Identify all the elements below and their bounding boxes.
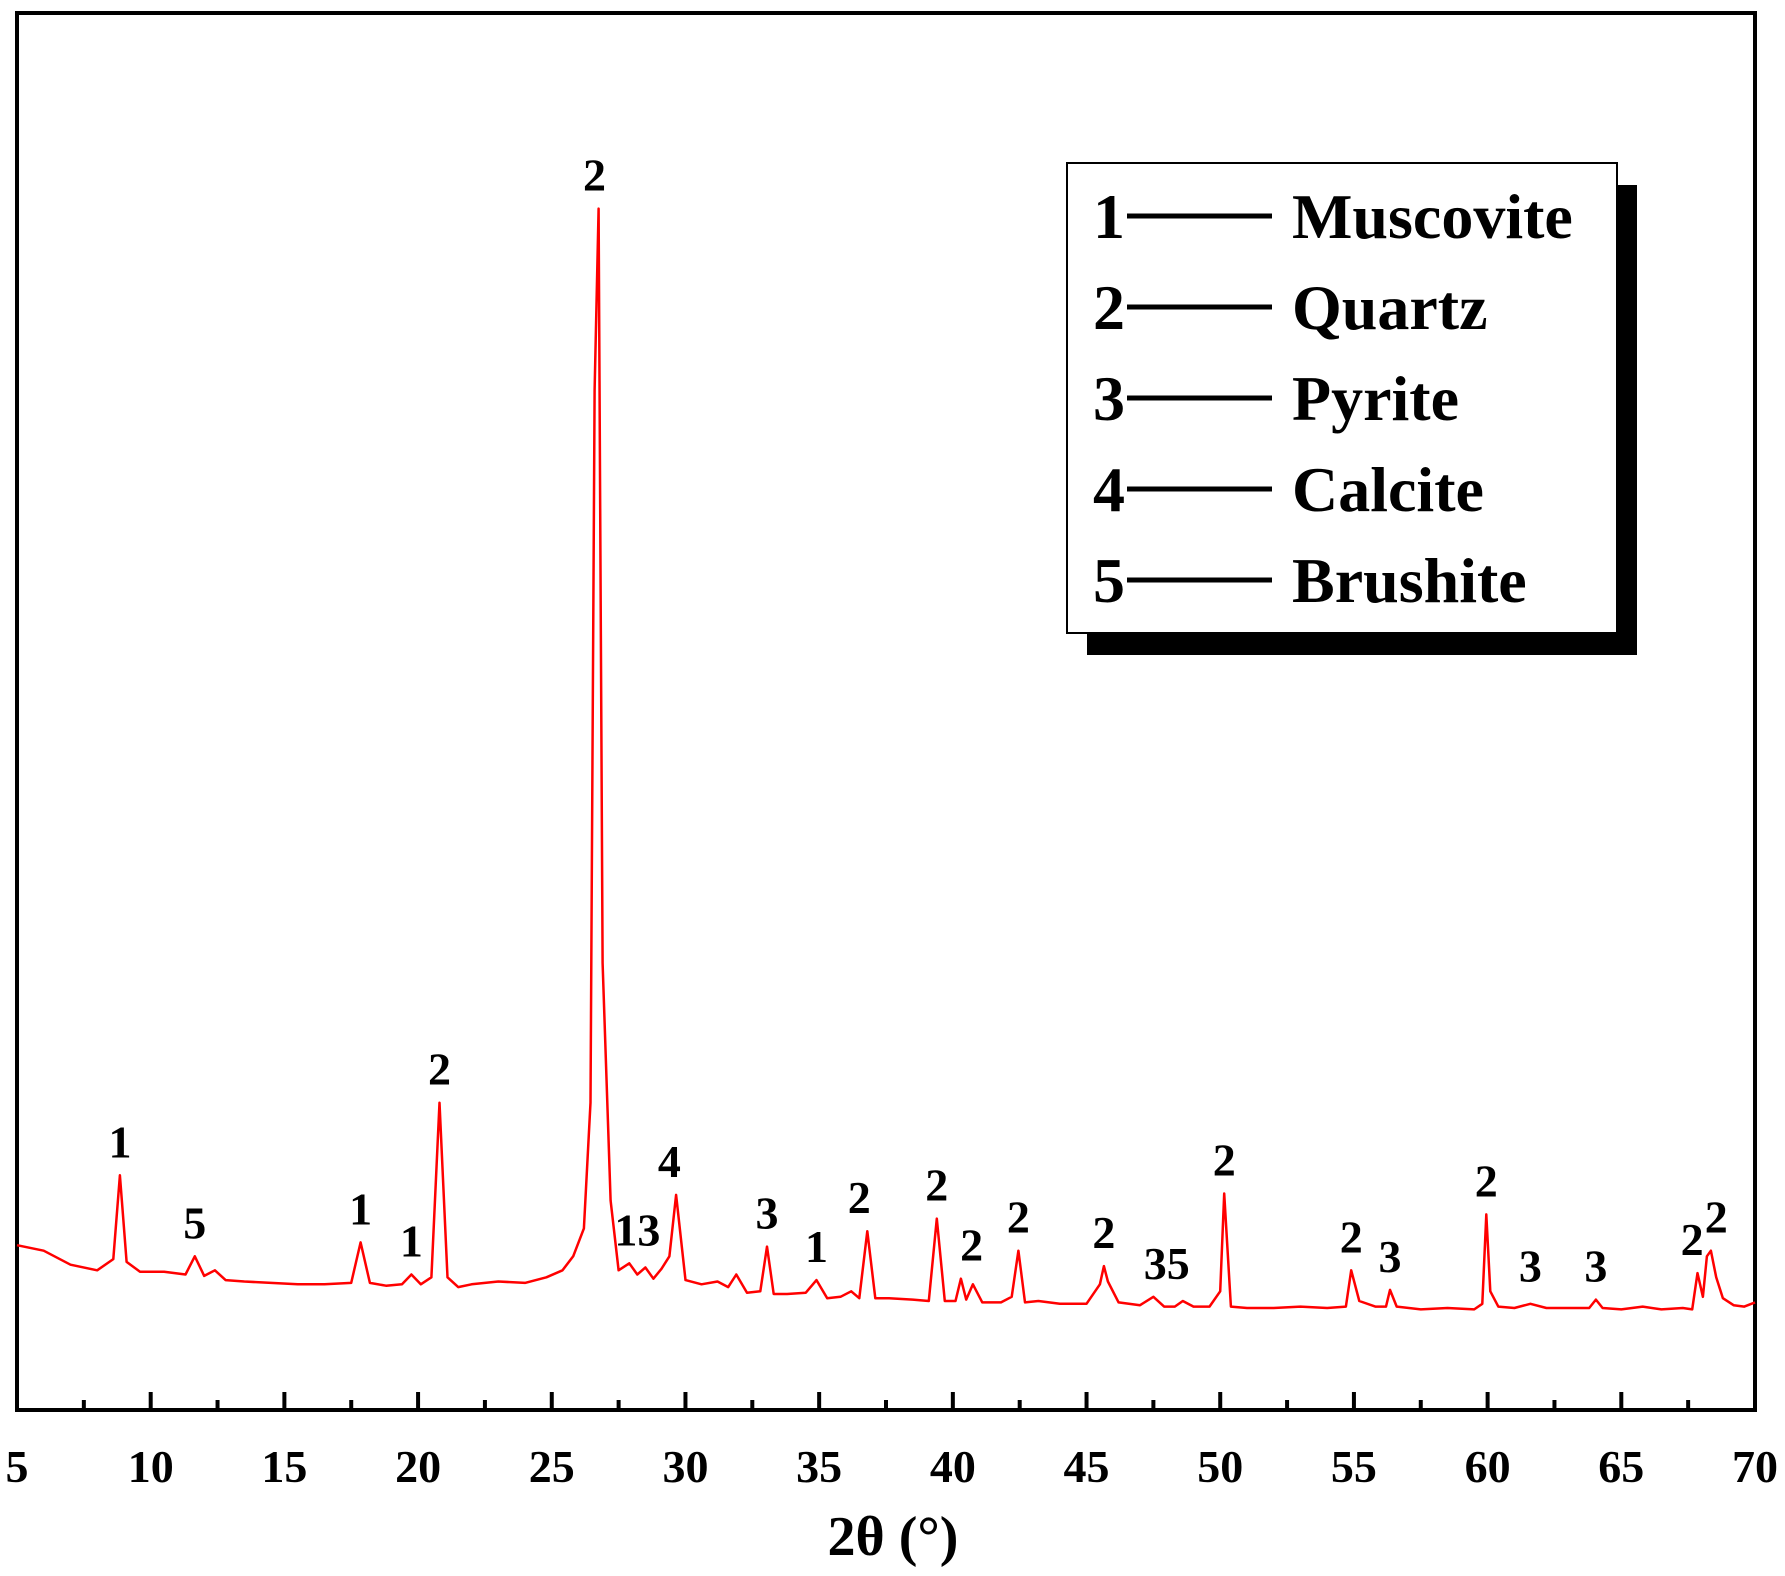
x-axis-title: 2θ (°)	[828, 1506, 959, 1568]
legend-name: Calcite	[1292, 454, 1484, 525]
legend-number: 2	[1093, 272, 1125, 343]
x-tick-label: 5	[6, 1441, 29, 1492]
peak-label: 1	[349, 1183, 372, 1234]
peak-label: 2	[1092, 1207, 1115, 1258]
legend-number: 1	[1093, 181, 1125, 252]
x-tick-label: 45	[1064, 1441, 1110, 1492]
peak-label: 2	[1475, 1155, 1498, 1206]
x-axis-tick-labels: 5 10 15 20 25 30 35 40 45 50 55 60 65 70	[6, 1441, 1779, 1492]
legend-number: 5	[1093, 545, 1125, 616]
peak-label: 3	[1584, 1241, 1607, 1292]
peak-label: 3	[1519, 1241, 1542, 1292]
peak-label: 35	[1144, 1238, 1190, 1289]
legend-name: Pyrite	[1292, 363, 1459, 434]
x-tick-label: 10	[128, 1441, 174, 1492]
peak-label: 2	[925, 1160, 948, 1211]
peak-label: 2	[1681, 1214, 1704, 1265]
x-tick-label: 60	[1465, 1441, 1511, 1492]
x-tick-label: 70	[1732, 1441, 1778, 1492]
peak-label: 2	[428, 1044, 451, 1095]
peak-label: 2	[960, 1220, 983, 1271]
peak-label: 1	[805, 1221, 828, 1272]
peak-label: 1	[108, 1116, 131, 1167]
peak-label: 2	[1213, 1134, 1236, 1185]
peak-label: 2	[848, 1172, 871, 1223]
x-tick-label: 40	[930, 1441, 976, 1492]
x-tick-label: 15	[261, 1441, 307, 1492]
x-axis-ticks	[15, 1392, 1757, 1410]
legend-name: Muscovite	[1292, 181, 1573, 252]
peak-label: 2	[583, 150, 606, 201]
legend-number: 4	[1093, 454, 1125, 525]
x-tick-label: 20	[395, 1441, 441, 1492]
legend-name: Quartz	[1292, 272, 1488, 343]
legend-name: Brushite	[1292, 545, 1527, 616]
x-tick-label: 30	[662, 1441, 708, 1492]
legend: 1 Muscovite 2 Quartz 3 Pyrite 4 Calcite 5 Brushit…	[1066, 162, 1637, 655]
x-tick-label: 65	[1598, 1441, 1644, 1492]
peak-label: 1	[400, 1215, 423, 1266]
legend-number: 3	[1093, 363, 1125, 434]
x-tick-label: 50	[1197, 1441, 1243, 1492]
x-tick-label: 35	[796, 1441, 842, 1492]
x-tick-label: 25	[529, 1441, 575, 1492]
peak-label: 3	[756, 1188, 779, 1239]
peak-label: 2	[1705, 1192, 1728, 1243]
peak-label: 2	[1340, 1211, 1363, 1262]
peak-label: 13	[614, 1204, 660, 1255]
x-tick-label: 55	[1331, 1441, 1377, 1492]
xrd-pattern-line	[16, 207, 1756, 1311]
peak-label: 5	[183, 1197, 206, 1248]
peak-label: 2	[1007, 1192, 1030, 1243]
peak-label: 3	[1379, 1231, 1402, 1282]
peak-label: 4	[658, 1136, 681, 1187]
